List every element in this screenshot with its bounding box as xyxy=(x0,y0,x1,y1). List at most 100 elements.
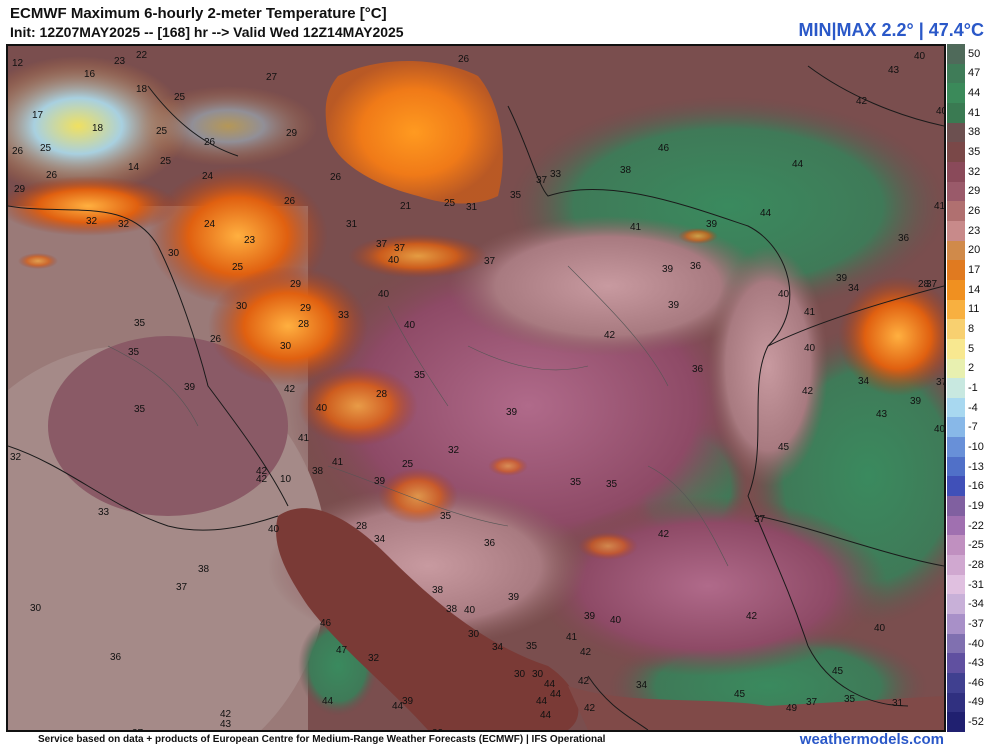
temperature-value-label: 25 xyxy=(444,198,456,209)
color-scale-segment xyxy=(947,673,965,693)
temperature-value-label: 39 xyxy=(374,476,386,487)
temperature-value-label: 40 xyxy=(934,424,944,435)
temperature-value-label: 26 xyxy=(210,334,222,345)
temperature-value-label: 26 xyxy=(204,137,216,148)
temperature-value-label: 30 xyxy=(168,248,180,259)
color-scale-label: -52 xyxy=(968,716,984,729)
temperature-value-label: 46 xyxy=(320,618,332,629)
temperature-value-label: 39 xyxy=(508,592,520,603)
temperature-value-label: 40 xyxy=(874,623,886,634)
color-scale-segment xyxy=(947,83,965,103)
color-scale-label: -10 xyxy=(968,440,984,453)
color-scale-segment xyxy=(947,299,965,320)
temperature-value-label: 42 xyxy=(580,647,592,658)
temperature-value-label: 23 xyxy=(114,56,126,67)
temperature-value-label: 47 xyxy=(336,645,348,656)
temperature-value-label: 34 xyxy=(492,642,504,653)
temperature-value-label: 32 xyxy=(448,445,460,456)
temperature-value-label: 39 xyxy=(706,219,718,230)
color-scale-segment xyxy=(947,614,965,634)
temperature-value-label: 43 xyxy=(888,65,900,76)
map-area[interactable]: 12 16 23 22 27 26 40 43 18 25 42 40 17 18 25 26 29 26 25 46… xyxy=(6,44,946,732)
color-scale-label: -37 xyxy=(968,617,984,630)
color-scale-label: -1 xyxy=(968,381,978,394)
temperature-value-label: 42 xyxy=(578,676,590,687)
color-scale-label: 5 xyxy=(968,342,975,355)
temperature-value-label: 26 xyxy=(330,172,342,183)
temperature-value-label: 44 xyxy=(540,710,552,721)
temperature-value-label: 42 xyxy=(604,330,616,341)
temperature-value-label: 40 xyxy=(464,605,476,616)
color-scale-label: -43 xyxy=(968,657,984,670)
color-scale-label: -16 xyxy=(968,480,984,493)
temperature-value-label: 43 xyxy=(876,409,888,420)
temperature-value-label: 42 xyxy=(658,529,670,540)
color-scale-segment xyxy=(947,279,965,300)
temperature-value-label: 42 xyxy=(220,709,232,720)
temperature-value-label: 25 xyxy=(174,92,186,103)
temperature-value-label: 23 xyxy=(244,235,256,246)
brand-link[interactable]: weathermodels.com xyxy=(799,731,944,748)
color-scale-label: 14 xyxy=(968,283,981,296)
color-scale-segment xyxy=(947,220,965,241)
temperature-value-label: 42 xyxy=(256,466,268,477)
temperature-value-label: 26 xyxy=(46,170,58,181)
color-scale-segment xyxy=(947,515,965,536)
temperature-value-label: 40 xyxy=(404,320,416,331)
temperature-value-label: 33 xyxy=(338,310,350,321)
color-scale-label: 8 xyxy=(968,323,975,336)
color-scale-segment xyxy=(947,260,965,280)
temperature-value-label: 32 xyxy=(86,216,98,227)
temperature-labels: 12 16 23 22 27 26 40 43 18 25 42 40 17 18 25 26 29 26 25 46… xyxy=(10,50,944,730)
temperature-value-label: 29 xyxy=(290,279,302,290)
temperature-value-label: 18 xyxy=(92,123,104,134)
temperature-value-label: 39 xyxy=(910,396,922,407)
temperature-value-label: 37 xyxy=(806,697,818,708)
temperature-value-label: 39 xyxy=(668,300,680,311)
color-scale-label: -46 xyxy=(968,676,984,689)
temperature-value-label: 42 xyxy=(856,96,868,107)
temperature-value-label: 35 xyxy=(510,190,522,201)
temperature-value-label: 35 xyxy=(526,641,538,652)
temperature-value-label: 31 xyxy=(346,219,358,230)
color-scale-segment xyxy=(947,397,965,418)
temperature-value-label: 37 xyxy=(936,377,944,388)
temperature-value-label: 41 xyxy=(298,433,310,444)
temperature-value-label: 24 xyxy=(204,219,216,230)
credit-text: Service based on data + products of Euro… xyxy=(38,734,606,745)
color-scale-label: 2 xyxy=(968,362,975,375)
temperature-value-label: 33 xyxy=(550,169,562,180)
color-scale-label: 20 xyxy=(968,244,981,257)
color-scale-label: 29 xyxy=(968,185,981,198)
color-scale-label: -19 xyxy=(968,499,984,512)
color-scale-bar xyxy=(947,44,965,732)
temperature-value-label: 29 xyxy=(286,128,298,139)
temperature-value-label: 44 xyxy=(544,679,556,690)
temperature-value-label: 35 xyxy=(606,479,618,490)
color-scale-label: -34 xyxy=(968,598,984,611)
temperature-value-label: 31 xyxy=(892,698,904,709)
color-scale-segment xyxy=(947,653,965,673)
temperature-value-label: 30 xyxy=(514,669,526,680)
temperature-value-label: 41 xyxy=(630,222,642,233)
temperature-value-label: 42 xyxy=(584,703,596,714)
temperature-value-label: 37 xyxy=(536,175,548,186)
temperature-value-label: 41 xyxy=(566,632,578,643)
temperature-value-label: 30 xyxy=(280,341,292,352)
color-scale-label: 38 xyxy=(968,126,981,139)
color-scale-label: -7 xyxy=(968,421,978,434)
temperature-value-label: 25 xyxy=(160,156,172,167)
temperature-value-label: 44 xyxy=(792,159,804,170)
temperature-value-label: 45 xyxy=(778,442,790,453)
color-scale-label: 11 xyxy=(968,303,980,316)
color-scale-label: -49 xyxy=(968,696,984,709)
color-scale-label: 23 xyxy=(968,224,981,237)
temperature-value-label: 34 xyxy=(848,283,860,294)
temperature-value-label: 16 xyxy=(84,69,96,80)
temperature-value-label: 25 xyxy=(156,126,168,137)
temperature-value-label: 35 xyxy=(844,694,856,705)
color-scale-segment xyxy=(947,181,965,202)
temperature-value-label: 40 xyxy=(914,51,926,62)
color-scale-label: -22 xyxy=(968,519,984,532)
